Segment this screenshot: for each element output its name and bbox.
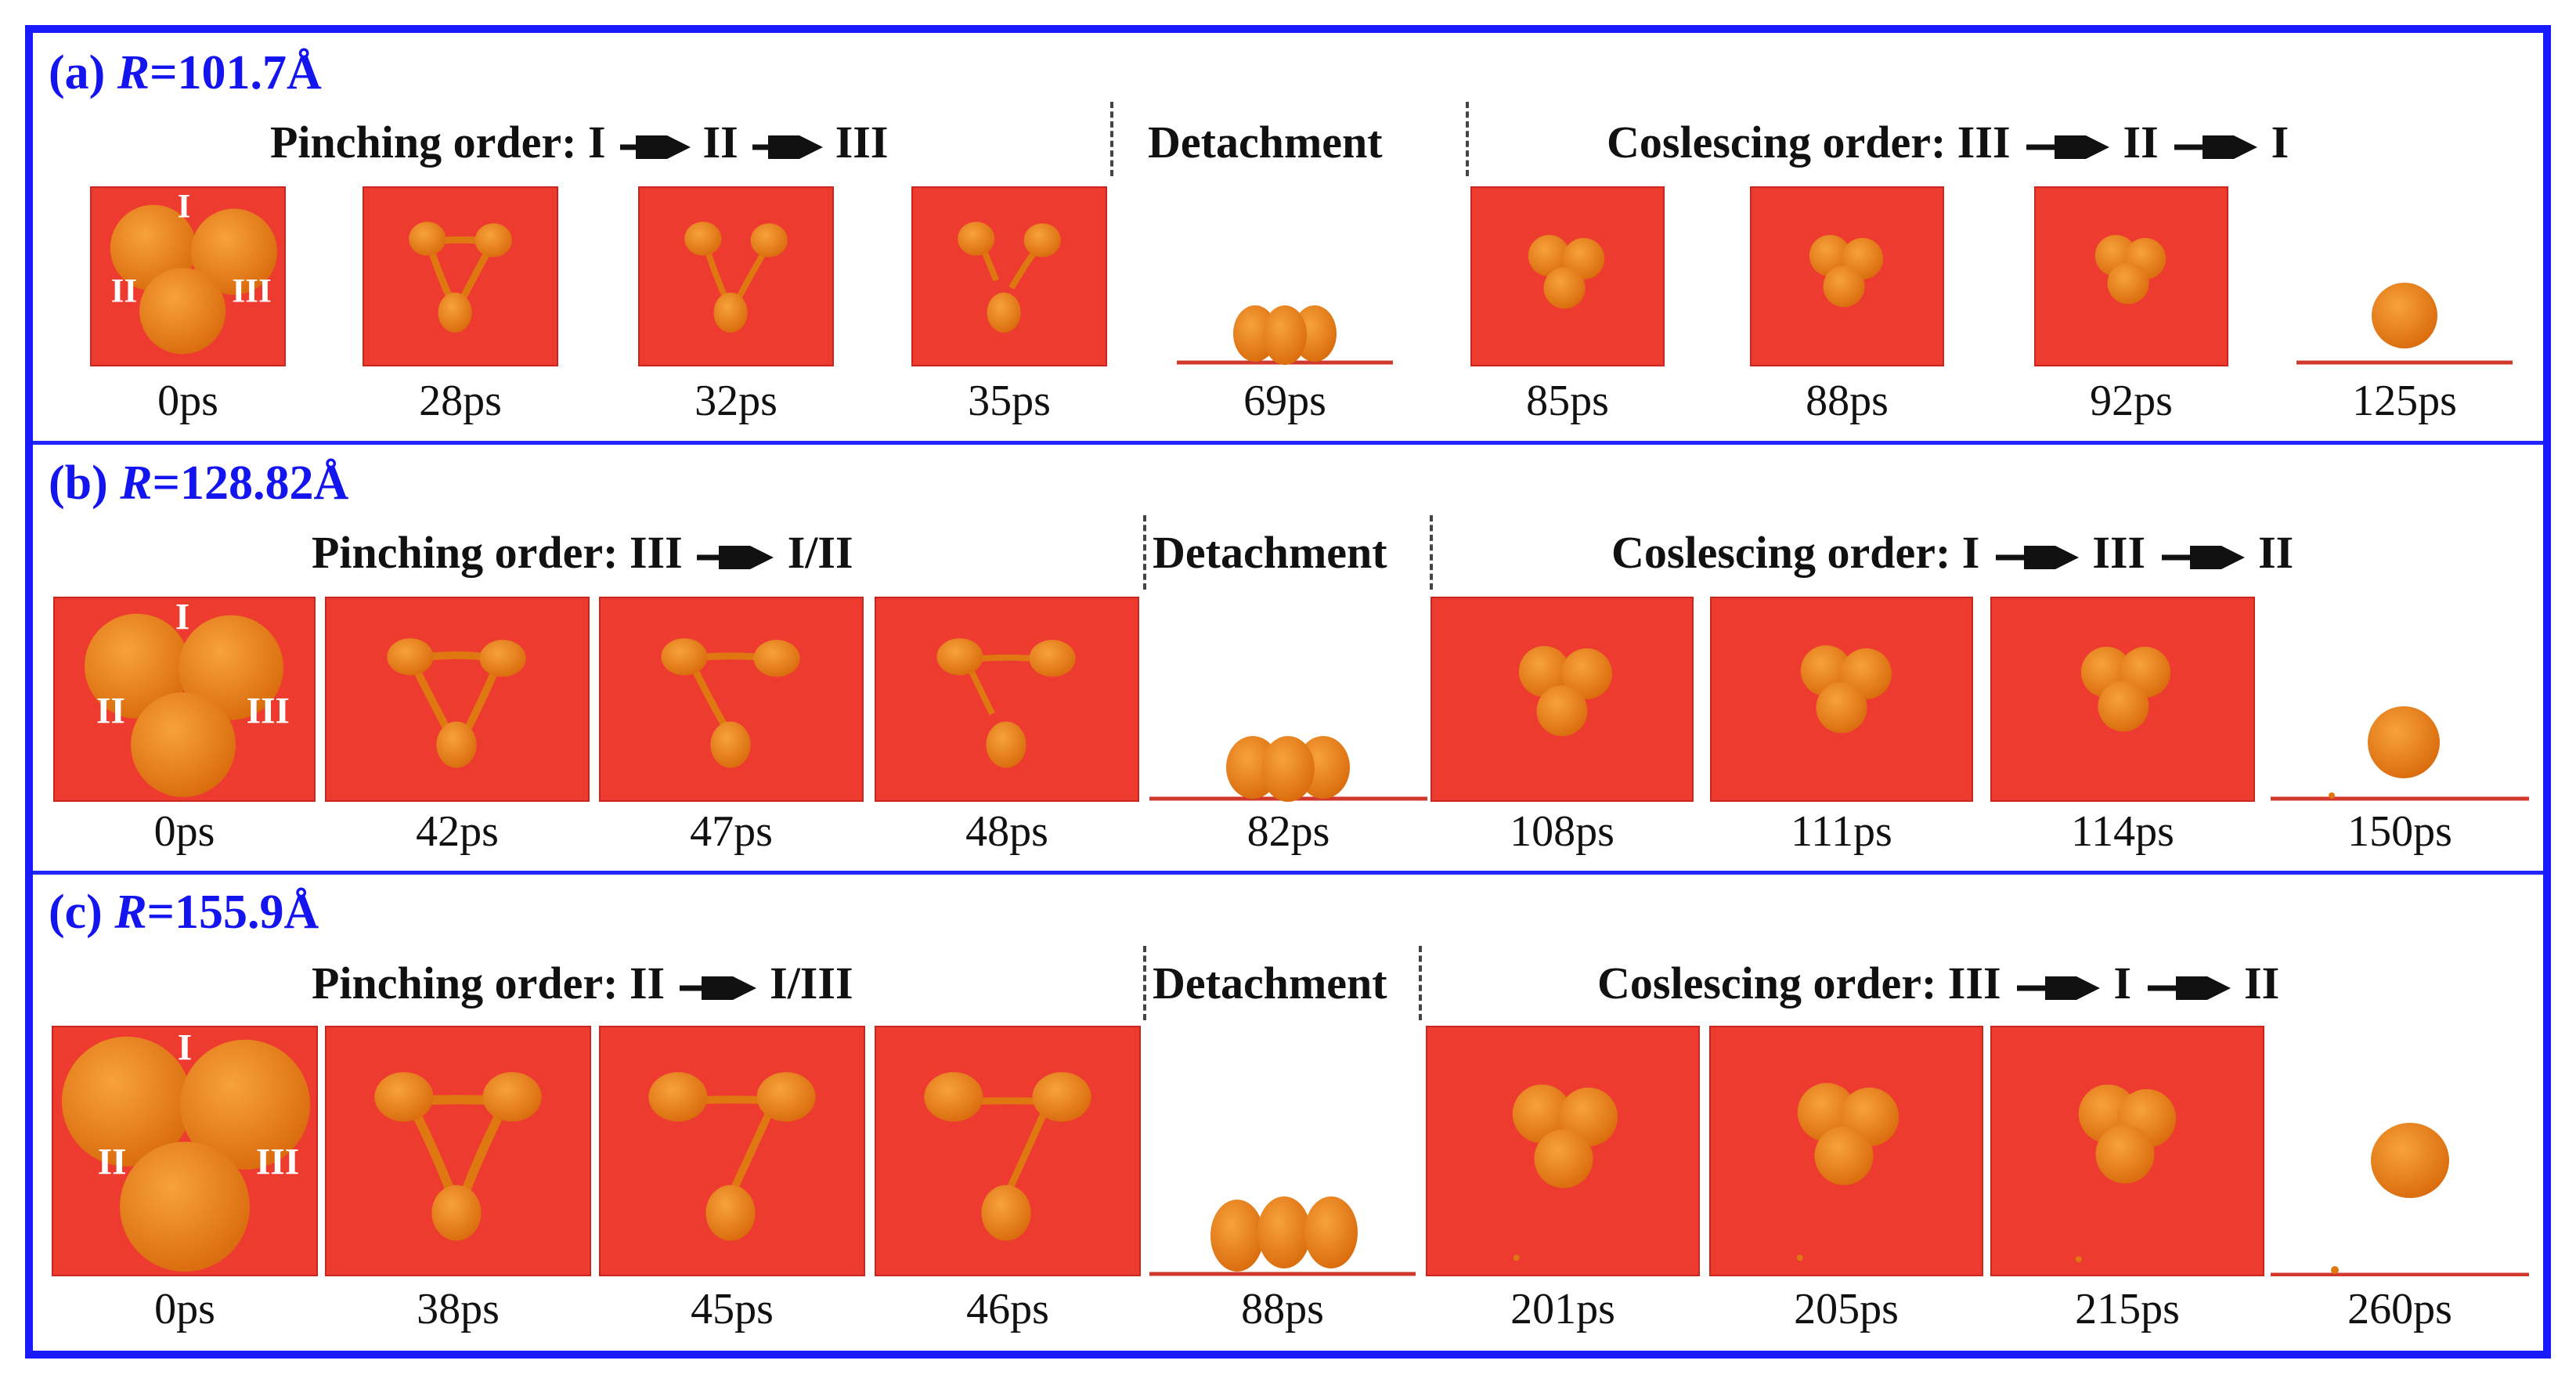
droplet-label-iii: III [247, 691, 290, 732]
panel-c-frame-38ps [325, 1026, 591, 1276]
panel-b-divider-right [1430, 515, 1433, 590]
panel-a-time-4: 69ps [1243, 377, 1326, 425]
droplet-label-ii: II [98, 1142, 127, 1183]
panel-a-frame-88ps [1750, 186, 1944, 366]
panel-c-time-4: 88ps [1241, 1285, 1324, 1333]
panel-b-frame-114ps [1990, 597, 2255, 802]
droplet-label-i: I [178, 188, 191, 225]
panel-c-time-6: 205ps [1794, 1285, 1899, 1333]
panel-c-time-5: 201ps [1510, 1285, 1615, 1333]
panel-b-frame-42ps [325, 597, 590, 802]
panel-b-time-6: 111ps [1791, 807, 1892, 856]
panel-c-frame-205ps [1709, 1026, 1983, 1276]
panel-a-time-0: 0ps [157, 377, 218, 425]
panel-b-frame-108ps [1431, 597, 1694, 802]
panel-c-frame-88ps [1149, 1026, 1416, 1276]
panel-b-time-1: 42ps [416, 807, 499, 856]
panel-c-time-7: 215ps [2075, 1285, 2180, 1333]
panel-a-time-2: 32ps [695, 377, 777, 425]
panel-a-pinching-order: Pinching order: I II III [270, 117, 889, 175]
panel-a-coalescing-order: Coslescing order: III II I [1607, 117, 2289, 175]
panel-a-frame-35ps [911, 186, 1107, 366]
panel-b-time-7: 114ps [2071, 807, 2174, 856]
panel-b-time-5: 108ps [1510, 807, 1615, 856]
panel-c-divider-left [1143, 946, 1146, 1020]
panel-b-frame-0ps: I II III [53, 597, 316, 802]
panel-c-detachment-label: Detachment [1153, 958, 1387, 1009]
panel-b-time-0: 0ps [153, 807, 215, 856]
droplet-label-ii: II [111, 272, 138, 309]
panel-b-time-2: 47ps [690, 807, 773, 856]
panel-b-frame-111ps [1710, 597, 1973, 802]
panel-b-frame-47ps [599, 597, 864, 802]
panel-c-time-8: 260ps [2347, 1285, 2452, 1333]
panel-c-frame-260ps [2271, 1026, 2529, 1276]
panel-c-time-1: 38ps [417, 1285, 500, 1333]
panel-a-divider-left [1110, 102, 1113, 176]
panel-b-divider-left [1143, 515, 1146, 590]
panel-a-frame-32ps [638, 186, 834, 366]
panel-c-pinching-order: Pinching order: II I/III [312, 958, 853, 1016]
panel-a-title: (a) R=101.7Å [49, 46, 322, 99]
panel-b-frame-150ps [2271, 597, 2529, 802]
panel-a-time-3: 35ps [968, 377, 1051, 425]
panel-c-frame-46ps [875, 1026, 1141, 1276]
panel-c-coalescing-order: Coslescing order: III I II [1597, 958, 2280, 1016]
panel-a-divider-right [1466, 102, 1469, 176]
panel-b-time-3: 48ps [965, 807, 1048, 856]
panel-a-time-8: 125ps [2352, 377, 2457, 425]
panel-b-title: (b) R=128.82Å [49, 456, 349, 510]
panel-c-frame-215ps [1990, 1026, 2264, 1276]
panel-a-time-7: 92ps [2090, 377, 2173, 425]
row-divider-1 [33, 441, 2543, 445]
panel-a-time-1: 28ps [419, 377, 502, 425]
panel-c-frame-45ps [599, 1026, 865, 1276]
panel-a-frame-69ps [1177, 186, 1393, 366]
droplet-label-i: I [175, 598, 189, 637]
panel-b-pinching-order: Pinching order: III I/II [312, 527, 853, 585]
panel-a-frame-85ps [1470, 186, 1665, 366]
figure-frame [25, 25, 2551, 1359]
panel-b-time-8: 150ps [2347, 807, 2452, 856]
panel-c-time-0: 0ps [154, 1285, 215, 1333]
panel-b-frame-82ps [1149, 597, 1427, 802]
panel-c-frame-0ps: I II III [52, 1026, 318, 1276]
row-divider-2 [33, 871, 2543, 875]
panel-a-time-6: 88ps [1806, 377, 1889, 425]
panel-a-time-5: 85ps [1526, 377, 1609, 425]
droplet-label-iii: III [232, 272, 271, 309]
panel-a-detachment-label: Detachment [1148, 117, 1383, 168]
droplet-label-i: I [178, 1027, 192, 1068]
panel-b-frame-48ps [875, 597, 1139, 802]
droplet-label-ii: II [96, 691, 125, 732]
panel-c-divider-right [1419, 946, 1422, 1020]
panel-c-time-3: 46ps [966, 1285, 1049, 1333]
panel-a-frame-0ps: I II III [90, 186, 286, 366]
panel-b-detachment-label: Detachment [1153, 527, 1387, 578]
panel-c-title: (c) R=155.9Å [49, 886, 319, 939]
panel-a-frame-28ps [363, 186, 558, 366]
panel-c-time-2: 45ps [691, 1285, 774, 1333]
panel-a-frame-125ps [2296, 186, 2513, 366]
panel-c-frame-201ps [1426, 1026, 1700, 1276]
droplet-label-iii: III [256, 1142, 299, 1183]
panel-b-time-4: 82ps [1247, 807, 1330, 856]
panel-a-frame-92ps [2034, 186, 2228, 366]
panel-b-coalescing-order: Coslescing order: I III II [1611, 527, 2294, 585]
